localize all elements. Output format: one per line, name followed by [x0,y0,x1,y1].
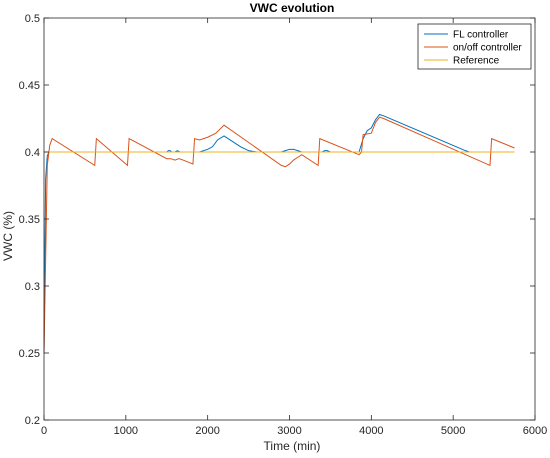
x-tick-label: 1000 [114,425,138,437]
y-tick-label: 0.2 [25,415,40,427]
plot-background [44,18,535,420]
y-axis-title: VWC (%) [1,211,15,261]
y-tick-label: 0.4 [25,147,40,159]
series-line-1 [43,113,470,354]
x-tick-label: 5000 [441,425,465,437]
x-tick-label: 6000 [523,425,547,437]
y-tick-label: 0.5 [25,13,40,25]
x-tick-label: 2000 [195,425,219,437]
y-tick-label: 0.3 [25,281,40,293]
series-line-2 [43,116,515,354]
x-axis-title: Time (min) [264,439,321,453]
legend-label: Reference [453,56,500,67]
y-tick-label: 0.25 [19,348,40,360]
legend-label: FL controller [453,30,509,41]
x-tick-label: 4000 [359,425,383,437]
ticks-layer: 0 1000 2000 3000 4000 5000 6000 0.2 0.25 0.3 0.35 0… [19,13,548,437]
x-tick-label: 3000 [277,425,301,437]
y-tick-label: 0.45 [19,80,40,92]
x-tick-label: 0 [41,425,47,437]
legend-label: on/off controller [453,43,522,54]
chart-title: VWC evolution [250,1,335,15]
plot-area [44,18,535,420]
legend: FL controller on/off controller Reference [417,23,532,70]
y-tick-label: 0.35 [19,214,40,226]
series-layer [43,113,515,354]
